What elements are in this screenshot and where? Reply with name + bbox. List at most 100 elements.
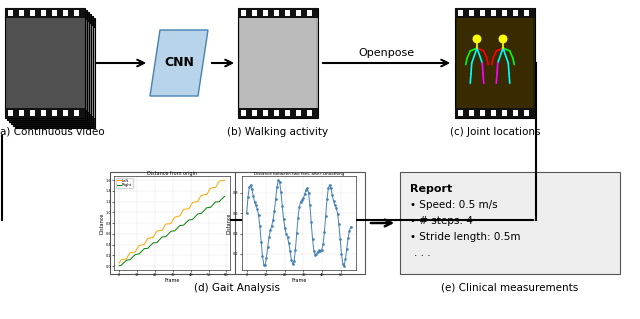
Bar xyxy=(71,118,76,124)
Bar xyxy=(11,114,91,124)
Bar xyxy=(60,18,65,24)
Bar xyxy=(78,114,83,120)
Bar xyxy=(469,110,474,116)
Bar xyxy=(480,110,485,116)
Bar xyxy=(84,120,89,126)
Bar xyxy=(252,10,257,16)
X-axis label: Frame: Frame xyxy=(164,278,180,283)
Bar xyxy=(13,16,93,126)
Bar xyxy=(491,110,497,116)
Bar xyxy=(19,120,24,126)
Bar xyxy=(12,14,17,20)
Bar xyxy=(11,22,87,112)
Title: Distance between two feet, after smoothing: Distance between two feet, after smoothi… xyxy=(253,172,344,176)
Bar xyxy=(9,12,89,122)
Bar xyxy=(11,14,91,24)
Bar xyxy=(9,12,89,22)
Bar xyxy=(62,120,67,126)
Bar xyxy=(469,10,474,16)
Bar xyxy=(29,120,35,126)
Bar xyxy=(10,112,15,118)
Bar xyxy=(65,12,70,18)
Bar xyxy=(240,18,316,108)
Bar xyxy=(56,14,61,20)
Bar xyxy=(241,110,246,116)
Bar xyxy=(8,10,13,16)
Bar xyxy=(19,10,24,16)
Bar xyxy=(43,12,49,18)
Text: (d) Gait Analysis: (d) Gait Analysis xyxy=(195,283,280,293)
Bar xyxy=(110,172,365,274)
Bar xyxy=(9,20,85,110)
Bar xyxy=(40,20,45,26)
Y-axis label: Distance: Distance xyxy=(99,212,104,234)
Bar xyxy=(307,110,312,116)
Bar xyxy=(74,110,79,116)
Bar xyxy=(40,120,45,126)
Bar xyxy=(8,110,13,116)
Bar xyxy=(307,10,312,16)
Bar xyxy=(480,10,485,16)
Text: Report: Report xyxy=(410,184,452,194)
Bar xyxy=(21,12,26,18)
Bar xyxy=(15,18,95,28)
Bar xyxy=(84,20,89,26)
Bar xyxy=(58,116,63,122)
Bar xyxy=(56,114,61,120)
Bar xyxy=(285,10,291,16)
Bar xyxy=(7,10,87,20)
Bar xyxy=(76,12,81,18)
Bar xyxy=(238,108,318,118)
Bar xyxy=(29,20,35,26)
Bar xyxy=(14,116,19,122)
Legend: Left, Right: Left, Right xyxy=(116,178,133,188)
Bar xyxy=(400,172,620,274)
Bar xyxy=(80,116,85,122)
Bar xyxy=(14,16,19,22)
Bar xyxy=(73,20,78,26)
Bar xyxy=(458,10,463,16)
Bar xyxy=(67,114,72,120)
Bar xyxy=(12,114,17,120)
Bar xyxy=(62,20,67,26)
Bar xyxy=(82,118,87,124)
Bar xyxy=(513,110,518,116)
Text: CNN: CNN xyxy=(164,56,194,70)
Text: Openpose: Openpose xyxy=(358,48,415,58)
Bar xyxy=(9,112,89,122)
Bar xyxy=(263,10,268,16)
Bar xyxy=(296,110,301,116)
Bar xyxy=(43,112,49,118)
Bar xyxy=(36,116,42,122)
Bar xyxy=(45,14,51,20)
Bar xyxy=(38,18,44,24)
Text: . . .: . . . xyxy=(414,248,431,258)
Text: • # steps: 4: • # steps: 4 xyxy=(410,216,473,226)
Bar xyxy=(65,112,70,118)
Bar xyxy=(38,118,44,124)
Bar xyxy=(296,10,301,16)
Bar xyxy=(32,12,37,18)
Bar xyxy=(15,26,91,116)
X-axis label: Frame: Frame xyxy=(291,278,307,283)
Bar xyxy=(25,16,31,22)
Circle shape xyxy=(499,35,507,43)
Bar xyxy=(502,10,508,16)
Bar xyxy=(502,110,508,116)
Bar xyxy=(274,10,280,16)
Bar xyxy=(7,110,87,120)
Bar xyxy=(54,112,60,118)
Bar xyxy=(74,10,79,16)
Bar xyxy=(78,14,83,20)
Bar xyxy=(47,116,52,122)
Title: Distance from origin: Distance from origin xyxy=(147,171,197,176)
Bar xyxy=(13,16,93,26)
Bar xyxy=(34,114,40,120)
Text: (c) Joint locations: (c) Joint locations xyxy=(450,127,540,137)
Bar xyxy=(19,110,24,116)
Bar xyxy=(238,8,318,18)
Bar xyxy=(457,18,533,108)
Bar xyxy=(7,10,87,120)
Bar xyxy=(76,112,81,118)
Bar xyxy=(15,18,95,128)
